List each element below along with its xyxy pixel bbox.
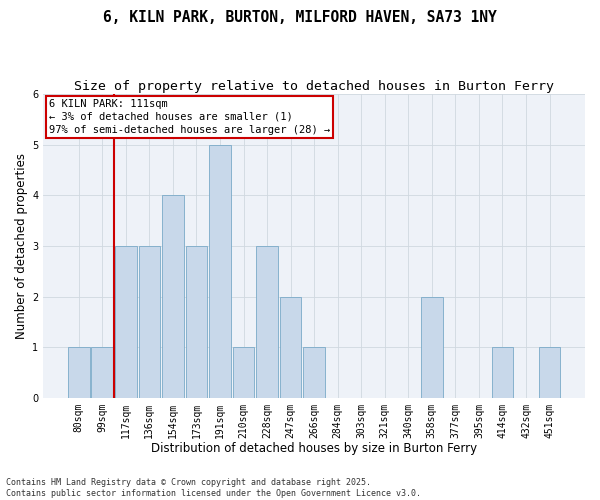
Bar <box>209 145 231 398</box>
Bar <box>491 347 513 398</box>
Bar <box>185 246 207 398</box>
Bar <box>68 347 89 398</box>
Y-axis label: Number of detached properties: Number of detached properties <box>15 153 28 339</box>
Bar <box>139 246 160 398</box>
Bar <box>162 196 184 398</box>
Text: 6, KILN PARK, BURTON, MILFORD HAVEN, SA73 1NY: 6, KILN PARK, BURTON, MILFORD HAVEN, SA7… <box>103 10 497 25</box>
Bar <box>304 347 325 398</box>
Bar <box>115 246 137 398</box>
Bar <box>421 296 443 398</box>
Bar <box>256 246 278 398</box>
Text: 6 KILN PARK: 111sqm
← 3% of detached houses are smaller (1)
97% of semi-detached: 6 KILN PARK: 111sqm ← 3% of detached hou… <box>49 98 330 135</box>
Title: Size of property relative to detached houses in Burton Ferry: Size of property relative to detached ho… <box>74 80 554 93</box>
Text: Contains HM Land Registry data © Crown copyright and database right 2025.
Contai: Contains HM Land Registry data © Crown c… <box>6 478 421 498</box>
Bar <box>280 296 301 398</box>
Bar <box>91 347 113 398</box>
Bar <box>233 347 254 398</box>
Bar <box>539 347 560 398</box>
X-axis label: Distribution of detached houses by size in Burton Ferry: Distribution of detached houses by size … <box>151 442 477 455</box>
